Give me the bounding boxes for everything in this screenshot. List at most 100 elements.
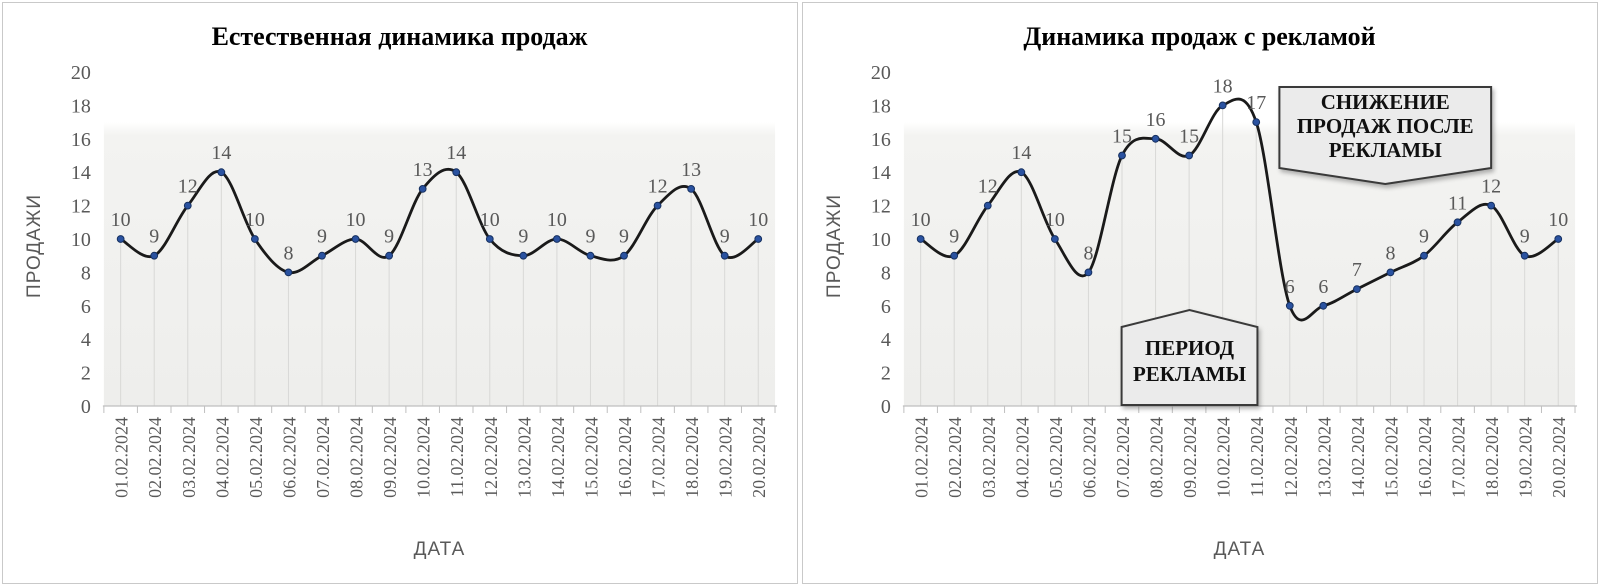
data-point-label: 15 bbox=[1112, 125, 1132, 147]
y-tick-label: 10 bbox=[71, 229, 91, 251]
data-point-label: 11 bbox=[1448, 192, 1467, 214]
data-point-marker bbox=[653, 201, 662, 210]
y-tick-label: 18 bbox=[871, 95, 891, 117]
data-point-marker bbox=[250, 235, 259, 243]
axes-layer: 0 2 4 6 8 10 12 14 16 18 20 01.02.2024 02.02.2024 03.… bbox=[871, 62, 1578, 498]
data-point-marker bbox=[1118, 151, 1126, 160]
data-point-marker bbox=[1453, 218, 1462, 227]
annotation-sales-drop-text: ПРОДАЖ ПОСЛЕ bbox=[1297, 114, 1474, 138]
data-point-label: 8 bbox=[1385, 242, 1395, 264]
data-point-label: 9 bbox=[317, 226, 327, 248]
x-tick-label: 18.02.2024 bbox=[1482, 417, 1502, 498]
data-point-label: 16 bbox=[1146, 109, 1166, 131]
data-point-label: 10 bbox=[748, 209, 768, 231]
data-point-marker bbox=[351, 235, 360, 243]
data-point-marker bbox=[183, 201, 192, 210]
data-point-label: 10 bbox=[346, 209, 366, 231]
x-tick-label: 17.02.2024 bbox=[649, 417, 669, 498]
x-tick-label: 06.02.2024 bbox=[1079, 417, 1099, 498]
data-point-marker bbox=[418, 185, 427, 193]
data-point-marker bbox=[1151, 134, 1160, 143]
x-tick-label: 08.02.2024 bbox=[1147, 417, 1167, 498]
x-tick-label: 02.02.2024 bbox=[945, 417, 965, 498]
x-tick-label: 04.02.2024 bbox=[212, 417, 232, 498]
x-tick-label: 19.02.2024 bbox=[716, 417, 736, 498]
x-tick-label: 10.02.2024 bbox=[414, 417, 434, 498]
x-tick-label: 03.02.2024 bbox=[979, 417, 999, 498]
data-point-label: 9 bbox=[384, 226, 394, 248]
y-tick-label: 0 bbox=[881, 396, 891, 418]
data-point-label: 12 bbox=[648, 176, 668, 198]
x-tick-label: 16.02.2024 bbox=[1415, 417, 1435, 498]
data-point-marker bbox=[217, 168, 226, 177]
data-point-label: 12 bbox=[178, 176, 198, 198]
y-tick-label: 8 bbox=[81, 262, 91, 284]
x-tick-label: 19.02.2024 bbox=[1516, 417, 1536, 498]
chart-title: Динамика продаж с рекламой bbox=[1023, 22, 1375, 51]
data-point-marker bbox=[1285, 301, 1294, 310]
data-point-label: 9 bbox=[949, 226, 959, 248]
data-point-label: 10 bbox=[911, 209, 931, 231]
data-point-label: 9 bbox=[149, 226, 159, 248]
x-tick-label: 11.02.2024 bbox=[1247, 417, 1267, 497]
natural-sales-chart: 0 2 4 6 8 10 12 14 16 18 20 01.02.2024 02.02.2024 03.… bbox=[24, 22, 778, 560]
series-line bbox=[919, 97, 1560, 322]
data-point-marker bbox=[754, 235, 763, 243]
y-tick-label: 2 bbox=[81, 363, 91, 385]
x-tick-label: 11.02.2024 bbox=[447, 417, 467, 497]
x-tick-label: 03.02.2024 bbox=[179, 417, 199, 498]
chart-title: Естественная динамика продаж bbox=[212, 22, 588, 51]
x-tick-label: 13.02.2024 bbox=[1314, 417, 1334, 498]
data-point-label: 8 bbox=[283, 242, 293, 264]
y-tick-label: 14 bbox=[71, 162, 91, 184]
annotation-sales-drop-text: РЕКЛАМЫ bbox=[1329, 138, 1442, 162]
series-layer: 10 9 12 14 10 8 15 16 15 18 17 6 6 7 8 9 11 12 9 10 bbox=[911, 75, 1568, 322]
data-point-marker bbox=[452, 168, 461, 177]
data-point-label: 10 bbox=[111, 209, 131, 231]
data-point-marker bbox=[1520, 251, 1529, 260]
x-tick-label: 14.02.2024 bbox=[1348, 417, 1368, 498]
data-point-label: 12 bbox=[1481, 176, 1501, 198]
data-point-label: 6 bbox=[1318, 276, 1328, 298]
data-point-marker bbox=[950, 251, 959, 260]
x-tick-label: 05.02.2024 bbox=[246, 417, 266, 498]
data-point-label: 17 bbox=[1246, 92, 1266, 114]
data-point-marker bbox=[1185, 151, 1194, 160]
data-point-label: 9 bbox=[585, 226, 595, 248]
droplines-layer bbox=[920, 105, 1559, 406]
x-tick-label: 15.02.2024 bbox=[581, 417, 601, 498]
data-point-label: 10 bbox=[480, 209, 500, 231]
x-tick-label: 14.02.2024 bbox=[548, 417, 568, 498]
x-tick-label: 01.02.2024 bbox=[912, 417, 932, 498]
y-tick-label: 6 bbox=[881, 296, 891, 318]
data-point-marker bbox=[284, 268, 293, 277]
data-point-marker bbox=[620, 251, 628, 260]
x-tick-label: 01.02.2024 bbox=[112, 417, 132, 498]
y-tick-label: 10 bbox=[871, 229, 891, 251]
y-tick-label: 8 bbox=[881, 262, 891, 284]
axes-layer: 0 2 4 6 8 10 12 14 16 18 20 01.02.2024 02.02.2024 03.… bbox=[71, 62, 778, 498]
annotation-ad-period-text: ПЕРИОД bbox=[1145, 336, 1235, 360]
data-point-label: 10 bbox=[547, 209, 567, 231]
data-point-marker bbox=[1554, 235, 1563, 243]
ad-sales-chart: 0 2 4 6 8 10 12 14 16 18 20 01.02.2024 02.02.2024 03.… bbox=[824, 22, 1578, 560]
y-tick-label: 6 bbox=[81, 296, 91, 318]
annotation-ad-period-shape bbox=[1120, 308, 1259, 406]
x-tick-label: 18.02.2024 bbox=[682, 417, 702, 498]
annotation-sales-drop-text: СНИЖЕНИЕ bbox=[1321, 90, 1450, 114]
data-point-label: 14 bbox=[1011, 142, 1031, 164]
data-point-label: 6 bbox=[1285, 276, 1295, 298]
data-point-marker bbox=[1017, 168, 1026, 177]
data-point-label: 8 bbox=[1083, 242, 1093, 264]
x-tick-label: 10.02.2024 bbox=[1214, 417, 1234, 498]
data-point-label: 14 bbox=[446, 142, 466, 164]
y-tick-label: 0 bbox=[81, 396, 91, 418]
y-tick-label: 4 bbox=[81, 329, 91, 351]
chart-panel-ad-sales: 0 2 4 6 8 10 12 14 16 18 20 01.02.2024 02.02.2024 03.… bbox=[802, 2, 1598, 584]
x-tick-label: 08.02.2024 bbox=[347, 417, 367, 498]
data-point-label: 9 bbox=[1520, 226, 1530, 248]
data-point-marker bbox=[318, 251, 326, 260]
y-axis-title: ПРОДАЖИ bbox=[24, 194, 45, 298]
data-point-label: 12 bbox=[978, 176, 998, 198]
